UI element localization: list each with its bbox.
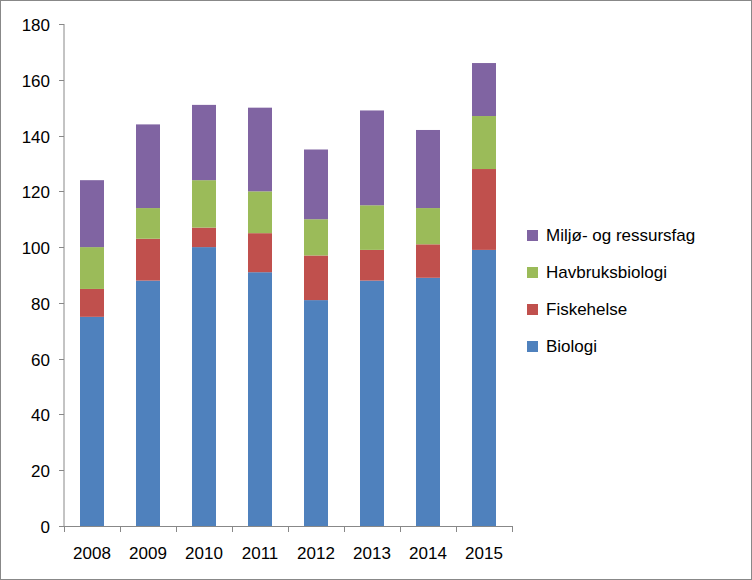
x-tick-label: 2008 (73, 544, 111, 563)
legend-swatch (527, 267, 538, 278)
legend-swatch (527, 304, 538, 315)
bar (248, 108, 272, 192)
bar (248, 233, 272, 272)
bars (80, 63, 496, 526)
y-tick (59, 191, 64, 192)
bar (472, 116, 496, 169)
legend-label: Fiskehelse (546, 300, 627, 319)
bar (80, 247, 104, 289)
x-tick (288, 526, 289, 532)
y-tick-label: 60 (31, 351, 50, 370)
x-tick (400, 526, 401, 532)
x-tick-label: 2010 (185, 544, 223, 563)
x-tick (232, 526, 233, 532)
bar (416, 278, 440, 526)
y-tick (59, 526, 64, 527)
bar (80, 317, 104, 526)
x-tick (176, 526, 177, 532)
bar (136, 281, 160, 526)
chart: 0 20 40 60 80 100 120 140 160 180 2008 2009 2010 2011… (0, 0, 752, 580)
y-tick (59, 359, 64, 360)
y-tick-label: 120 (22, 183, 50, 202)
bar (360, 205, 384, 250)
x-tick (456, 526, 457, 532)
frame (1, 1, 752, 580)
bar (304, 300, 328, 526)
bar (360, 250, 384, 281)
x-tick-label: 2012 (297, 544, 335, 563)
y-tick-label: 160 (22, 72, 50, 91)
bar (472, 250, 496, 526)
bar (248, 191, 272, 233)
y-tick (59, 247, 64, 248)
bar (192, 105, 216, 180)
y-axis (64, 24, 65, 526)
legend-label: Havbruksbiologi (546, 263, 667, 282)
bar (192, 247, 216, 526)
y-tick (59, 80, 64, 81)
x-tick-label: 2014 (409, 544, 447, 563)
bar (416, 130, 440, 208)
legend-label: Biologi (546, 337, 597, 356)
y-tick-label: 0 (41, 518, 50, 537)
bar (136, 124, 160, 208)
y-tick (59, 414, 64, 415)
x-tick-label: 2015 (465, 544, 503, 563)
x-tick-label: 2011 (242, 544, 279, 563)
bar (192, 228, 216, 248)
y-tick-label: 80 (31, 295, 50, 314)
legend-swatch (527, 341, 538, 352)
bar (304, 219, 328, 255)
y-tick-label: 140 (22, 128, 50, 147)
y-tick (59, 303, 64, 304)
legend-label: Miljø- og ressursfag (546, 226, 695, 245)
y-tick-label: 100 (22, 239, 50, 258)
bar (360, 281, 384, 526)
x-tick (120, 526, 121, 532)
bar (360, 110, 384, 205)
bar (304, 255, 328, 300)
bar (136, 239, 160, 281)
y-tick (59, 24, 64, 25)
bar (472, 63, 496, 116)
bar (136, 208, 160, 239)
bar (80, 180, 104, 247)
x-tick-label: 2013 (353, 544, 391, 563)
x-tick-label: 2009 (129, 544, 167, 563)
bar (304, 150, 328, 220)
y-tick-label: 40 (31, 406, 50, 425)
bar (416, 208, 440, 244)
bar (416, 244, 440, 277)
y-tick-label: 20 (31, 462, 50, 481)
bar (80, 289, 104, 317)
y-tick (59, 136, 64, 137)
y-tick-label: 180 (22, 16, 50, 35)
bar (248, 272, 272, 526)
bar (472, 169, 496, 250)
legend-swatch (527, 230, 538, 241)
x-tick (64, 526, 65, 532)
y-tick (59, 470, 64, 471)
x-tick (512, 526, 513, 532)
x-tick (344, 526, 345, 532)
bar (192, 180, 216, 227)
